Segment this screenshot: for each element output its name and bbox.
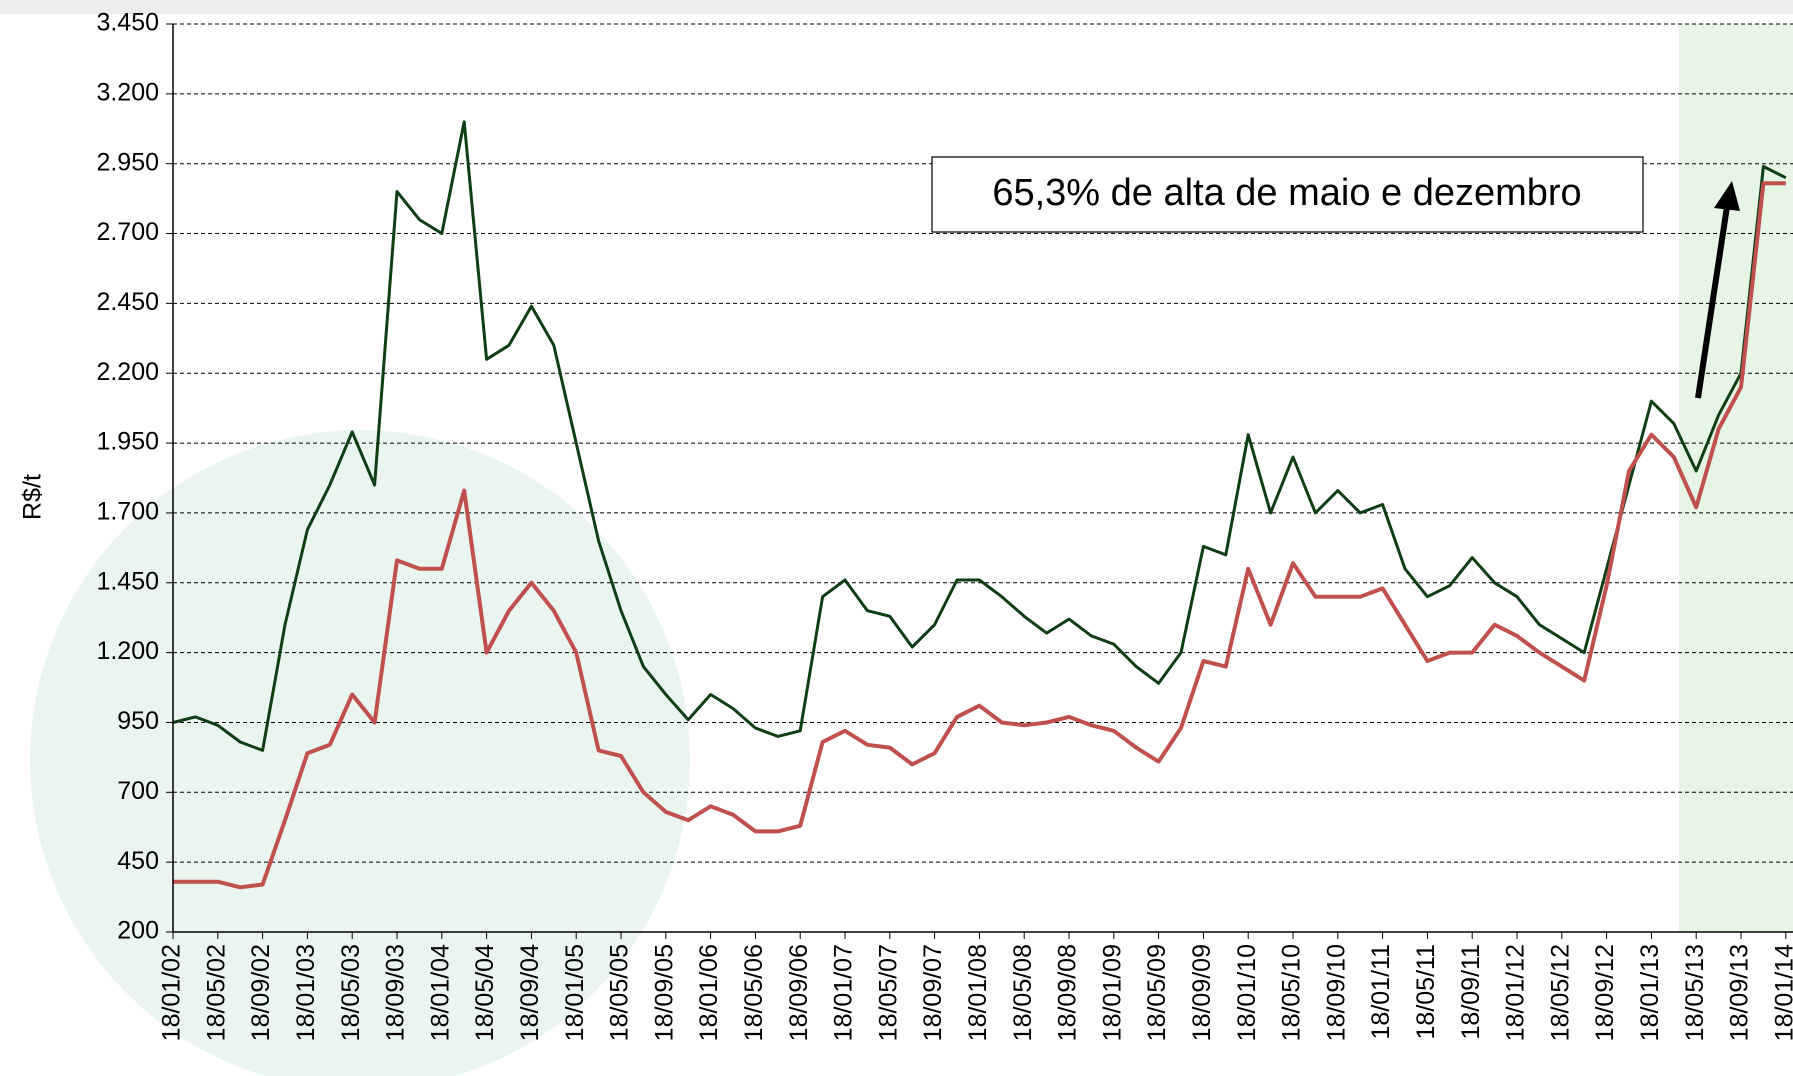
- x-tick-label: 18/01/10: [1233, 944, 1261, 1041]
- x-tick-label: 18/09/10: [1322, 944, 1350, 1041]
- x-tick-label: 18/05/04: [471, 944, 499, 1041]
- x-tick-label: 18/01/08: [964, 944, 992, 1041]
- x-tick-label: 18/09/07: [919, 944, 947, 1041]
- x-tick-label: 18/09/12: [1591, 944, 1619, 1041]
- y-tick-label: 700: [117, 777, 159, 805]
- y-tick-label: 2.700: [96, 218, 159, 246]
- x-tick-label: 18/05/07: [874, 944, 902, 1041]
- x-tick-label: 18/05/09: [1143, 944, 1171, 1041]
- y-tick-label: 1.450: [96, 567, 159, 595]
- x-tick-label: 18/09/03: [382, 944, 410, 1041]
- annotation: 65,3% de alta de maio e dezembro: [992, 172, 1581, 214]
- x-tick-label: 18/09/02: [247, 944, 275, 1041]
- top-band: [0, 0, 1793, 14]
- x-tick-label: 18/01/13: [1636, 944, 1664, 1041]
- x-tick-label: 18/09/05: [650, 944, 678, 1041]
- x-tick-label: 18/01/05: [561, 944, 589, 1041]
- x-tick-label: 18/01/12: [1502, 944, 1530, 1041]
- x-tick-label: 18/05/02: [202, 944, 230, 1041]
- x-tick-label: 18/09/11: [1457, 944, 1485, 1039]
- highlight-region: [1679, 24, 1793, 932]
- x-tick-label: 18/01/09: [1098, 944, 1126, 1041]
- y-tick-label: 3.450: [96, 9, 159, 37]
- x-tick-label: 18/09/09: [1188, 944, 1216, 1041]
- x-tick-label: 18/01/03: [292, 944, 320, 1041]
- chart: R$/t 65,3% de alta de maio e dezembro 20…: [0, 0, 1793, 1076]
- y-tick-label: 1.950: [96, 428, 159, 456]
- x-tick-label: 18/05/06: [740, 944, 768, 1041]
- x-tick-label: 18/01/14: [1770, 944, 1793, 1041]
- y-tick-label: 200: [117, 917, 159, 945]
- x-tick-label: 18/05/11: [1412, 944, 1440, 1039]
- x-tick-label: 18/09/06: [785, 944, 813, 1041]
- x-tick-label: 18/01/02: [158, 944, 186, 1041]
- x-tick-label: 18/05/05: [606, 944, 634, 1041]
- y-tick-label: 450: [117, 847, 159, 875]
- y-tick-label: 3.200: [96, 78, 159, 106]
- x-tick-label: 18/05/12: [1546, 944, 1574, 1041]
- y-axis-label: R$/t: [19, 474, 47, 520]
- x-tick-label: 18/01/04: [426, 944, 454, 1041]
- y-tick-label: 2.450: [96, 288, 159, 316]
- x-tick-label: 18/09/04: [516, 944, 544, 1041]
- y-tick-label: 1.700: [96, 498, 159, 526]
- x-tick-label: 18/05/03: [337, 944, 365, 1041]
- x-tick-label: 18/09/08: [1054, 944, 1082, 1041]
- y-tick-label: 950: [117, 707, 159, 735]
- y-tick-label: 1.200: [96, 637, 159, 665]
- y-tick-label: 2.200: [96, 358, 159, 386]
- y-tick-label: 2.950: [96, 148, 159, 176]
- x-tick-label: 18/01/11: [1367, 944, 1395, 1039]
- x-tick-label: 18/01/06: [695, 944, 723, 1041]
- x-tick-label: 18/09/13: [1726, 944, 1754, 1041]
- x-tick-label: 18/05/13: [1681, 944, 1709, 1041]
- x-tick-label: 18/01/07: [830, 944, 858, 1041]
- x-tick-label: 18/05/08: [1009, 944, 1037, 1041]
- x-tick-label: 18/05/10: [1278, 944, 1306, 1041]
